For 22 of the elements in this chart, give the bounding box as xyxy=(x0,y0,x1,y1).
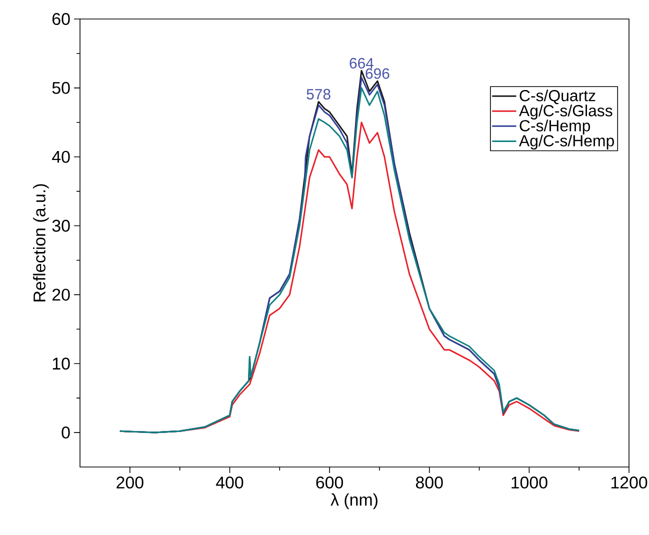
x-tick-label: 1200 xyxy=(611,476,648,489)
annotation: 664 xyxy=(350,58,374,68)
x-tick-label: 200 xyxy=(116,476,144,489)
legend-label: C-s/Quartz xyxy=(520,90,596,104)
x-axis-title: λ (nm) xyxy=(330,493,378,510)
x-tick-label: 400 xyxy=(216,476,244,489)
legend-label: Ag/C-s/Glass xyxy=(519,104,612,120)
x-tick-label: 800 xyxy=(416,476,443,489)
annotation: 578 xyxy=(306,88,330,100)
y-tick-label: 0 xyxy=(62,426,70,439)
x-tick-label: 1000 xyxy=(512,476,548,489)
y-tick-label: 60 xyxy=(52,13,70,26)
y-tick-label: 30 xyxy=(52,220,70,232)
annotation: 696 xyxy=(366,68,390,79)
y-tick-label: 20 xyxy=(52,288,70,301)
legend-label: C-s/Hemp xyxy=(520,120,590,135)
y-tick-label: 10 xyxy=(52,358,70,370)
y-axis-title: Reflection (a.u.) xyxy=(33,184,49,302)
x-tick-label: 600 xyxy=(316,476,344,489)
legend-label: Ag/C-s/Hemp xyxy=(519,134,614,150)
y-tick-label: 50 xyxy=(52,82,70,94)
y-tick-label: 40 xyxy=(52,150,70,163)
